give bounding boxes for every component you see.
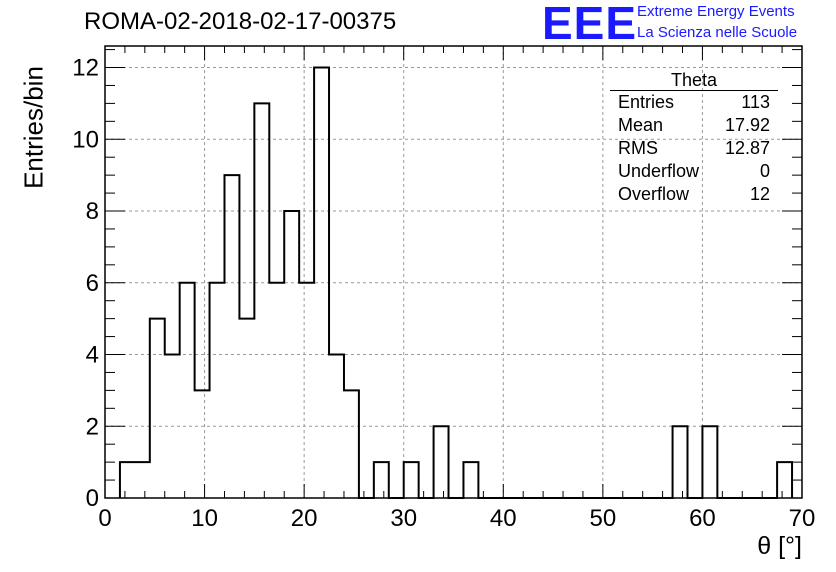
stats-row-overflow: Overflow 12 xyxy=(610,183,778,206)
stats-label: Mean xyxy=(618,115,664,135)
histogram-bin xyxy=(239,319,254,498)
plot-frame xyxy=(104,45,803,499)
stats-label: Underflow xyxy=(618,161,700,181)
histogram-bin xyxy=(344,390,359,498)
stats-row-rms: RMS 12.87 xyxy=(610,137,778,160)
y-tick-label: 10 xyxy=(72,126,99,153)
stats-row-mean: Mean 17.92 xyxy=(610,114,778,137)
y-tick-label: 8 xyxy=(86,198,99,225)
stats-value: 12.87 xyxy=(724,138,770,158)
histogram-outline xyxy=(118,66,794,499)
histogram-bin xyxy=(180,283,195,498)
stats-row-entries: Entries 113 xyxy=(610,91,778,114)
stats-label: Entries xyxy=(618,92,675,112)
histogram-bin xyxy=(434,426,449,498)
histogram-bin xyxy=(463,462,478,498)
histogram-bin xyxy=(224,175,239,498)
stats-label: RMS xyxy=(618,138,658,158)
histogram-bin xyxy=(150,319,165,498)
histogram-bin xyxy=(673,426,688,498)
histogram-bin xyxy=(702,426,717,498)
histogram-bin xyxy=(269,283,284,498)
stats-value: 12 xyxy=(749,184,770,204)
logo-line2: La Scienza nelle Scuole xyxy=(637,24,798,41)
stats-row-underflow: Underflow 0 xyxy=(610,160,778,183)
x-tick-label: 10 xyxy=(191,505,218,532)
histogram-bin xyxy=(404,462,419,498)
histogram-bars xyxy=(118,66,794,499)
stats-box: Theta Entries 113 Mean 17.92 RMS 12.87 U… xyxy=(610,70,778,206)
y-axis-label: Entries/bin xyxy=(18,66,49,189)
y-tick-label: 4 xyxy=(86,342,99,369)
x-tick-label: 30 xyxy=(390,505,417,532)
stats-label: Overflow xyxy=(618,184,690,204)
y-tick-label: 0 xyxy=(86,485,99,512)
x-tick-label: 40 xyxy=(490,505,517,532)
histogram-bin xyxy=(374,462,389,498)
logo-line1: Extreme Energy Events xyxy=(637,3,795,20)
x-tick-label: 70 xyxy=(789,505,816,532)
chart-title: ROMA-02-2018-02-17-00375 xyxy=(84,8,397,35)
stats-title: Theta xyxy=(610,70,778,91)
y-tick-label: 2 xyxy=(86,413,99,440)
eee-logo: EEE xyxy=(542,0,638,49)
histogram-bin xyxy=(135,462,150,498)
histogram-bin xyxy=(120,462,135,498)
stats-value: 113 xyxy=(741,92,770,112)
tick-labels: 0 10 20 30 40 50 60 70 0 2 4 6 8 10 12 xyxy=(72,55,815,532)
stats-value: 17.92 xyxy=(724,115,770,135)
histogram-bin xyxy=(195,390,210,498)
histogram-bin xyxy=(299,283,314,498)
x-tick-label: 0 xyxy=(98,505,111,532)
x-tick-label: 20 xyxy=(291,505,318,532)
y-tick-label: 12 xyxy=(72,55,99,82)
grid-lines xyxy=(105,46,802,498)
histogram-bin xyxy=(777,462,792,498)
x-axis-label: θ [°] xyxy=(757,532,802,560)
histogram-bin xyxy=(210,283,225,498)
y-tick-label: 6 xyxy=(86,270,99,297)
x-tick-label: 60 xyxy=(689,505,716,532)
histogram-bin xyxy=(254,103,269,498)
x-tick-label: 50 xyxy=(590,505,617,532)
stats-value: 0 xyxy=(759,161,770,181)
